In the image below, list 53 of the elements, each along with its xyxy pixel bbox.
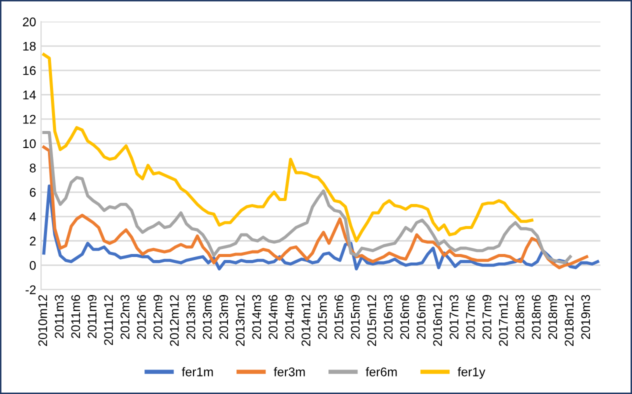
line-series xyxy=(42,130,572,264)
x-tick-label: 2018m12 xyxy=(564,295,574,346)
y-tick-label: 14 xyxy=(23,90,36,100)
y-tick-label: 8 xyxy=(30,164,36,172)
x-tick-label: 2017m3 xyxy=(450,294,458,339)
legend-label: fer1y xyxy=(458,367,486,379)
x-tick-label: 2018m6 xyxy=(532,294,541,339)
legend-label: fer6m xyxy=(366,367,397,376)
y-tick-label: 6 xyxy=(30,188,36,197)
x-tick-label: 2014m12 xyxy=(302,295,310,346)
x-tick-label: 2016m9 xyxy=(416,295,426,339)
x-tick-label: 2017m9 xyxy=(482,295,492,339)
x-tick-label: 2011m3 xyxy=(54,294,64,338)
x-tick-label: 2013m12 xyxy=(236,295,245,346)
y-tick-label: 4 xyxy=(30,212,36,222)
line-series xyxy=(42,146,588,270)
x-tick-label: 2012m12 xyxy=(170,295,179,346)
x-tick-label: 2012m3 xyxy=(120,294,130,339)
y-tick-label: 20 xyxy=(22,17,36,26)
x-tick-label: 2015m12 xyxy=(367,295,376,346)
x-tick-label: 2017m6 xyxy=(466,294,475,339)
y-tick-label: 18 xyxy=(23,42,36,51)
x-tick-label: 2012m6 xyxy=(137,294,146,339)
x-tick-label: 2014m3 xyxy=(252,294,262,339)
x-tick-label: 2014m6 xyxy=(268,294,278,339)
x-tick-label: 2019m3 xyxy=(581,294,590,339)
x-tick-label: 2018m3 xyxy=(515,294,524,339)
x-tick-label: 2013m3 xyxy=(186,294,196,339)
legend-label: fer3m xyxy=(274,367,305,376)
x-tick-label: 2011m6 xyxy=(71,294,80,338)
y-tick-label: 10 xyxy=(23,139,36,148)
x-tick-label: 2015m9 xyxy=(350,295,360,339)
x-tick-label: 2012m9 xyxy=(153,295,162,339)
y-tick-label: 2 xyxy=(30,236,36,246)
x-tick-label: 2010m12 xyxy=(38,295,48,346)
x-tick-label: 2011m9 xyxy=(88,295,97,338)
y-tick-label: 12 xyxy=(23,114,36,124)
x-tick-label: 2016m6 xyxy=(400,294,410,339)
legend-label: fer1m xyxy=(182,367,213,376)
y-tick-label: 16 xyxy=(23,66,36,76)
x-tick-label: 2015m6 xyxy=(334,294,344,339)
x-tick-label: 2011m12 xyxy=(104,295,113,346)
x-tick-label: 2016m3 xyxy=(384,294,393,339)
x-tick-label: 2017m12 xyxy=(498,295,508,346)
y-tick-label: 0 xyxy=(30,261,36,270)
x-tick-label: 2015m3 xyxy=(318,294,327,339)
x-tick-label: 2016m12 xyxy=(433,295,442,346)
x-tick-label: 2013m6 xyxy=(202,294,212,339)
x-tick-label: 2013m9 xyxy=(219,295,228,339)
line-series xyxy=(42,53,534,242)
x-tick-label: 2014m9 xyxy=(285,295,294,339)
y-tick-label: -2 xyxy=(26,285,36,294)
x-tick-label: 2018m9 xyxy=(548,295,558,339)
